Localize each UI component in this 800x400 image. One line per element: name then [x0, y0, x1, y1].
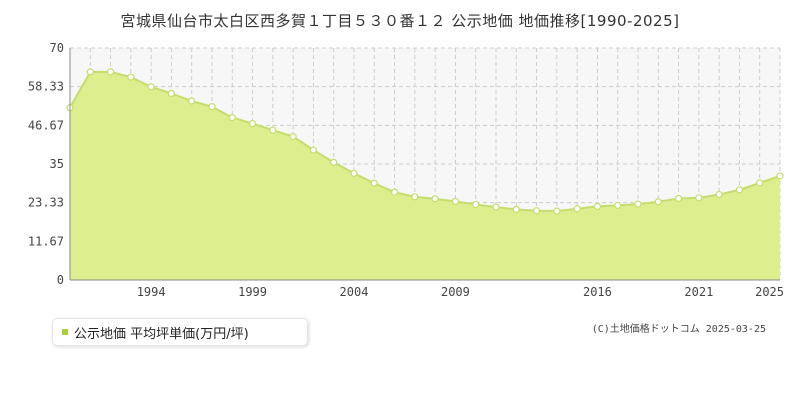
x-tick-labels: 1994 1999 2004 2009 2016 2021 2025 [137, 285, 784, 299]
y-tick-labels: 0 11.67 23.33 35 46.67 58.33 70 [28, 41, 64, 287]
data-point [451, 197, 460, 206]
data-point [532, 207, 541, 215]
data-point [634, 200, 642, 208]
y-tick-label: 58.33 [28, 80, 64, 94]
data-point [330, 158, 338, 166]
data-point [695, 194, 703, 202]
data-point [411, 193, 419, 201]
data-point [614, 201, 622, 210]
data-point [573, 205, 581, 213]
data-point [431, 195, 439, 203]
axes [69, 48, 780, 281]
data-point [756, 179, 764, 187]
data-point [350, 169, 358, 177]
data-point [553, 207, 561, 215]
data-point [188, 97, 196, 105]
x-tick-label: 1999 [238, 285, 267, 299]
data-point [776, 172, 784, 180]
legend: 公示地価 平均坪単価(万円/坪) [52, 318, 308, 346]
data-point [289, 132, 297, 141]
data-point [370, 179, 378, 187]
data-point [472, 200, 480, 209]
legend-label: 公示地価 平均坪単価(万円/坪) [74, 326, 249, 342]
data-point [674, 194, 683, 203]
data-point [167, 89, 176, 98]
data-point [492, 203, 500, 211]
x-tick-label: 2016 [583, 285, 612, 299]
data-point [309, 146, 318, 154]
data-point [593, 202, 602, 211]
data-point [390, 188, 399, 196]
x-tick-label: 1994 [137, 285, 166, 299]
series-area [70, 71, 780, 280]
y-tick-label: 46.67 [28, 118, 64, 132]
y-tick-label: 11.67 [28, 234, 64, 248]
y-tick-label: 0 [57, 273, 64, 287]
x-tick-label: 2009 [441, 285, 470, 299]
legend-marker [62, 329, 68, 335]
chart-title: 宮城県仙台市太白区西多賀１丁目５３０番１２ 公示地価 地価推移[1990-202… [120, 12, 680, 30]
copyright-text: (C)土地価格ドットコム 2025-03-25 [591, 324, 766, 335]
y-tick-label: 35 [50, 157, 64, 171]
data-point [86, 68, 94, 76]
series-points [66, 68, 784, 215]
data-point [654, 198, 662, 206]
data-point [248, 119, 257, 128]
data-point [228, 113, 236, 122]
y-tick-label: 23.33 [28, 196, 64, 210]
data-point [715, 190, 723, 199]
data-point [127, 73, 135, 81]
x-tick-label: 2004 [340, 285, 369, 299]
data-point [269, 126, 277, 134]
y-tick-label: 70 [50, 41, 64, 55]
x-tick-label: 2021 [684, 285, 713, 299]
data-point [735, 186, 744, 194]
x-tick-label: 2025 [755, 285, 784, 299]
data-point [106, 68, 115, 76]
data-point [147, 83, 155, 91]
data-point [208, 103, 216, 111]
data-point [512, 205, 520, 214]
